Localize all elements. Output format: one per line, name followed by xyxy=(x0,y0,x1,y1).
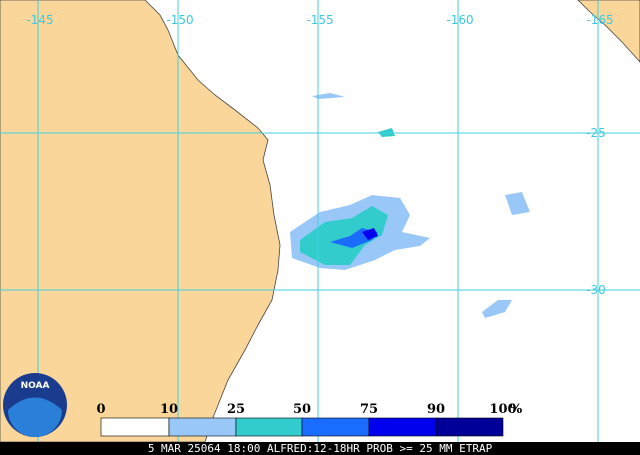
legend-swatch xyxy=(368,417,437,437)
legend-unit: % xyxy=(510,402,523,417)
lon-label: -150 xyxy=(166,13,193,27)
legend-label: 50 xyxy=(293,402,311,417)
legend-swatch xyxy=(435,417,504,437)
legend-label: 100 xyxy=(489,402,516,417)
legend-swatch xyxy=(235,417,303,437)
land-new-zealand xyxy=(577,0,640,63)
prob-75-90 xyxy=(362,228,378,240)
prob-10-25 xyxy=(312,93,345,99)
legend: 0 10 25 50 75 90 100% xyxy=(96,402,523,437)
logo-wave xyxy=(8,397,62,437)
legend-swatch xyxy=(168,417,237,437)
graticule: -145 -150 -155 -160 -165 -25 -30 xyxy=(0,0,640,442)
land-australia xyxy=(0,0,281,443)
prob-10-25 xyxy=(505,192,530,215)
lat-label: -25 xyxy=(586,126,606,140)
caption-bar xyxy=(0,442,640,455)
legend-label: 25 xyxy=(227,402,245,417)
logo-text: NOAA xyxy=(21,381,50,391)
legend-swatch xyxy=(100,417,170,437)
lon-label: -165 xyxy=(586,13,613,27)
legend-label: 90 xyxy=(427,402,445,417)
lon-label: -145 xyxy=(26,13,53,27)
legend-label: 10 xyxy=(160,402,178,417)
prob-10-25 xyxy=(482,300,512,318)
legend-swatch xyxy=(301,417,370,437)
legend-label: 75 xyxy=(360,402,378,417)
lon-label: -155 xyxy=(306,13,333,27)
prob-25-50 xyxy=(300,206,388,265)
lat-label: -30 xyxy=(586,283,606,297)
lon-label: -160 xyxy=(446,13,473,27)
caption: 5 MAR 25064 18:00 ALFRED:12-18HR PROB >=… xyxy=(148,442,493,455)
noaa-logo: NOAA xyxy=(3,373,67,437)
legend-label: 0 xyxy=(96,402,105,417)
precip-areas xyxy=(290,93,530,318)
